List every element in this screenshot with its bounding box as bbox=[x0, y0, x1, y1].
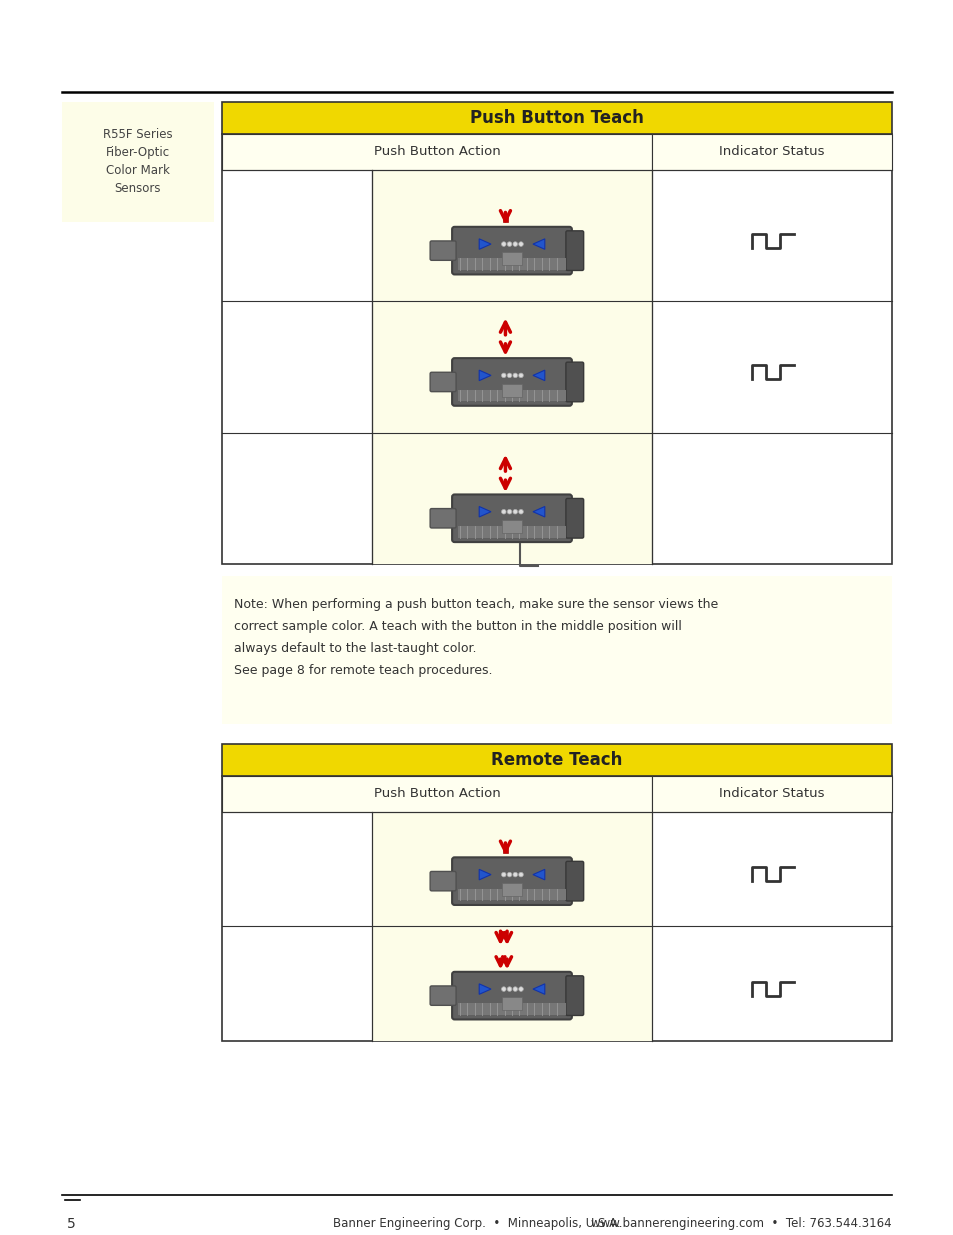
Bar bbox=[222, 776, 891, 1041]
Circle shape bbox=[518, 509, 523, 514]
Text: Push Button Teach: Push Button Teach bbox=[470, 109, 643, 127]
FancyBboxPatch shape bbox=[565, 976, 583, 1015]
Circle shape bbox=[513, 872, 517, 877]
Circle shape bbox=[501, 373, 505, 378]
Polygon shape bbox=[478, 238, 491, 249]
Circle shape bbox=[507, 509, 512, 514]
Bar bbox=[651, 133, 891, 170]
FancyBboxPatch shape bbox=[430, 986, 456, 1005]
Bar bbox=[502, 847, 508, 853]
Circle shape bbox=[507, 872, 512, 877]
Circle shape bbox=[518, 987, 523, 992]
FancyBboxPatch shape bbox=[565, 861, 583, 902]
Circle shape bbox=[513, 373, 517, 378]
Bar bbox=[457, 390, 566, 401]
Polygon shape bbox=[533, 869, 544, 879]
Bar bbox=[501, 883, 521, 895]
Bar bbox=[372, 811, 651, 926]
Bar bbox=[222, 743, 891, 776]
Circle shape bbox=[501, 987, 505, 992]
Bar bbox=[222, 133, 651, 170]
Polygon shape bbox=[478, 869, 491, 879]
FancyBboxPatch shape bbox=[430, 241, 456, 261]
Polygon shape bbox=[533, 238, 544, 249]
FancyBboxPatch shape bbox=[565, 231, 583, 270]
FancyBboxPatch shape bbox=[452, 972, 571, 1019]
Circle shape bbox=[507, 987, 512, 992]
Text: Note: When performing a push button teach, make sure the sensor views the: Note: When performing a push button teac… bbox=[233, 598, 718, 611]
Polygon shape bbox=[533, 506, 544, 517]
Text: R55F Series
Fiber-Optic
Color Mark
Sensors: R55F Series Fiber-Optic Color Mark Senso… bbox=[103, 128, 172, 195]
FancyBboxPatch shape bbox=[452, 227, 571, 274]
Text: www.bannerengineering.com  •  Tel: 763.544.3164: www.bannerengineering.com • Tel: 763.544… bbox=[591, 1216, 891, 1230]
Text: 5: 5 bbox=[67, 1216, 75, 1231]
Bar bbox=[222, 776, 651, 811]
FancyBboxPatch shape bbox=[430, 872, 456, 890]
Circle shape bbox=[507, 242, 512, 246]
Bar bbox=[372, 170, 651, 301]
FancyBboxPatch shape bbox=[565, 362, 583, 401]
Text: Indicator Status: Indicator Status bbox=[719, 788, 824, 800]
FancyBboxPatch shape bbox=[430, 509, 456, 529]
Bar bbox=[457, 526, 566, 537]
Circle shape bbox=[507, 373, 512, 378]
Circle shape bbox=[501, 872, 505, 877]
Bar bbox=[222, 103, 891, 133]
Text: Push Button Action: Push Button Action bbox=[374, 788, 500, 800]
Circle shape bbox=[501, 509, 505, 514]
Polygon shape bbox=[478, 370, 491, 380]
Bar bbox=[62, 103, 213, 222]
Bar bbox=[501, 520, 521, 534]
Circle shape bbox=[518, 373, 523, 378]
Bar bbox=[501, 384, 521, 396]
Circle shape bbox=[513, 242, 517, 246]
Bar bbox=[457, 889, 566, 900]
FancyBboxPatch shape bbox=[430, 372, 456, 391]
FancyBboxPatch shape bbox=[565, 499, 583, 538]
Bar bbox=[372, 432, 651, 564]
Circle shape bbox=[513, 509, 517, 514]
Polygon shape bbox=[478, 984, 491, 994]
Polygon shape bbox=[478, 506, 491, 517]
FancyBboxPatch shape bbox=[452, 857, 571, 905]
Circle shape bbox=[501, 242, 505, 246]
Bar bbox=[222, 133, 891, 564]
Bar bbox=[501, 998, 521, 1010]
Bar bbox=[501, 252, 521, 266]
Bar bbox=[457, 1004, 566, 1015]
Bar bbox=[457, 258, 566, 270]
Bar bbox=[651, 776, 891, 811]
FancyBboxPatch shape bbox=[452, 358, 571, 406]
Polygon shape bbox=[533, 984, 544, 994]
Text: correct sample color. A teach with the button in the middle position will: correct sample color. A teach with the b… bbox=[233, 620, 681, 632]
Text: Indicator Status: Indicator Status bbox=[719, 146, 824, 158]
Bar bbox=[372, 926, 651, 1041]
Text: Banner Engineering Corp.  •  Minneapolis, U.S.A.: Banner Engineering Corp. • Minneapolis, … bbox=[333, 1216, 620, 1230]
Text: always default to the last-taught color.: always default to the last-taught color. bbox=[233, 642, 476, 655]
Circle shape bbox=[518, 242, 523, 246]
FancyBboxPatch shape bbox=[452, 494, 571, 542]
Bar bbox=[222, 576, 891, 724]
Bar bbox=[502, 216, 508, 222]
Bar bbox=[372, 301, 651, 432]
Text: Remote Teach: Remote Teach bbox=[491, 751, 622, 769]
Circle shape bbox=[513, 987, 517, 992]
Polygon shape bbox=[533, 370, 544, 380]
Text: Push Button Action: Push Button Action bbox=[374, 146, 500, 158]
Text: See page 8 for remote teach procedures.: See page 8 for remote teach procedures. bbox=[233, 664, 492, 677]
Circle shape bbox=[518, 872, 523, 877]
